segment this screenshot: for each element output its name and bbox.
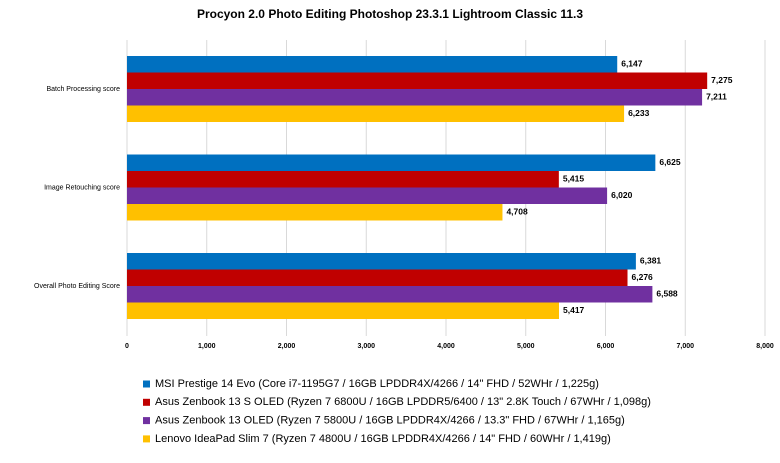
value-label: 6,147 — [621, 59, 643, 69]
x-tick-label: 7,000 — [676, 343, 694, 350]
bar — [127, 187, 608, 204]
bar — [127, 89, 703, 106]
x-tick-label: 2,000 — [278, 343, 296, 350]
legend-swatch — [143, 398, 150, 406]
x-tick-label: 6,000 — [597, 343, 615, 350]
bar — [127, 253, 636, 270]
bar — [127, 72, 708, 89]
bar — [127, 154, 656, 171]
value-label: 7,275 — [711, 75, 733, 85]
legend-swatch — [143, 380, 150, 388]
x-tick-label: 1,000 — [198, 343, 216, 350]
bar — [127, 269, 628, 286]
value-label: 4,708 — [506, 207, 528, 217]
x-tick-label: 8,000 — [756, 343, 774, 350]
bar — [127, 302, 560, 319]
legend-swatch — [143, 417, 150, 425]
legend-label: Asus Zenbook 13 S OLED (Ryzen 7 6800U / … — [155, 396, 651, 408]
legend-swatch — [143, 435, 150, 443]
bar — [127, 204, 503, 221]
bar — [127, 286, 653, 303]
y-tick-label: Batch Processing score — [46, 86, 120, 93]
chart-title: Procyon 2.0 Photo Editing Photoshop 23.3… — [197, 7, 583, 21]
value-label: 5,415 — [563, 174, 585, 184]
bar — [127, 56, 618, 73]
value-label: 6,588 — [656, 289, 678, 299]
value-label: 6,276 — [632, 272, 654, 282]
x-tick-label: 5,000 — [517, 343, 535, 350]
legend-label: MSI Prestige 14 Evo (Core i7-1195G7 / 16… — [155, 378, 599, 390]
y-tick-label: Image Retouching score — [44, 184, 120, 191]
y-tick-label: Overall Photo Editing Score — [34, 283, 120, 290]
value-label: 6,020 — [611, 190, 633, 200]
legend-label: Lenovo IdeaPad Slim 7 (Ryzen 7 4800U / 1… — [155, 433, 611, 445]
legend-label: Asus Zenbook 13 OLED (Ryzen 7 5800U / 16… — [155, 415, 625, 427]
x-tick-label: 3,000 — [357, 343, 375, 350]
x-tick-label: 0 — [125, 343, 129, 350]
value-label: 5,417 — [563, 305, 585, 315]
value-label: 6,233 — [628, 108, 650, 118]
value-label: 6,625 — [659, 157, 681, 167]
value-label: 6,381 — [640, 256, 662, 266]
value-label: 7,211 — [706, 92, 727, 102]
bar — [127, 105, 625, 122]
x-tick-label: 4,000 — [437, 343, 455, 350]
bar — [127, 171, 559, 188]
